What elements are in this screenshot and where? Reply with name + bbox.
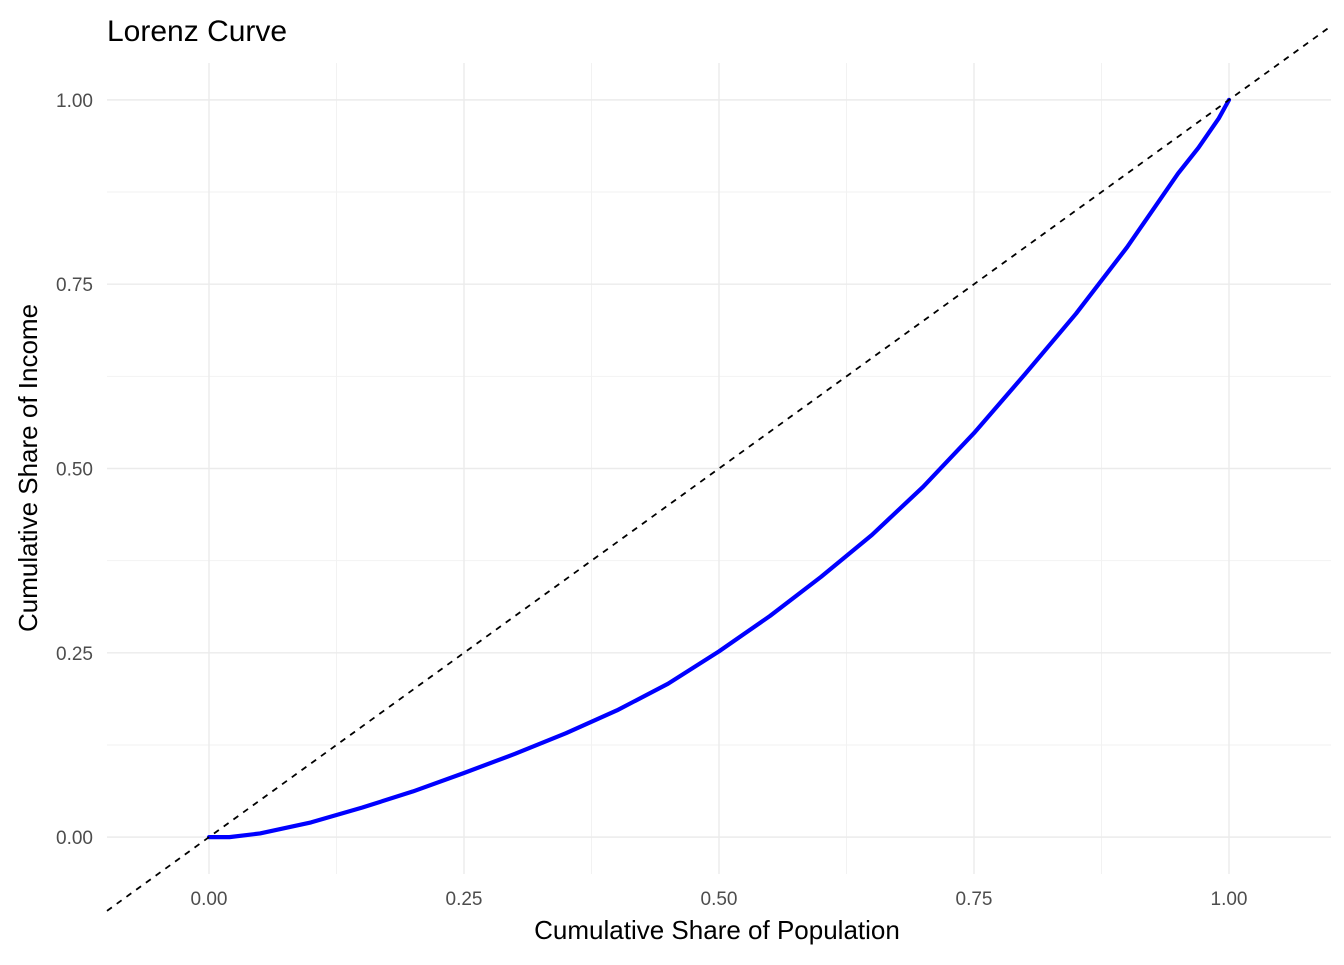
grid-layer bbox=[107, 63, 1331, 874]
x-tick-label: 0.25 bbox=[446, 889, 483, 910]
series-layer bbox=[106, 25, 1332, 912]
lorenz-curve-line bbox=[206, 97, 1232, 840]
y-axis-title: Cumulative Share of Income bbox=[13, 304, 43, 632]
y-tick-label: 0.50 bbox=[56, 460, 93, 481]
y-tick-label: 0.75 bbox=[56, 275, 93, 296]
x-tick-label: 0.00 bbox=[191, 889, 228, 910]
x-tick-label: 0.75 bbox=[956, 889, 993, 910]
chart-title: Lorenz Curve bbox=[107, 15, 287, 48]
x-tick-label: 1.00 bbox=[1211, 889, 1248, 910]
y-tick-label: 1.00 bbox=[56, 91, 93, 112]
y-tick-label: 0.25 bbox=[56, 644, 93, 665]
y-tick-label: 0.00 bbox=[56, 828, 93, 849]
x-axis-title: Cumulative Share of Population bbox=[534, 915, 900, 945]
tick-layer: 0.00 0.25 0.50 0.75 1.00 0.00 0.25 0.50 0.75 1.00 bbox=[56, 91, 1247, 910]
x-tick-label: 0.50 bbox=[701, 889, 738, 910]
